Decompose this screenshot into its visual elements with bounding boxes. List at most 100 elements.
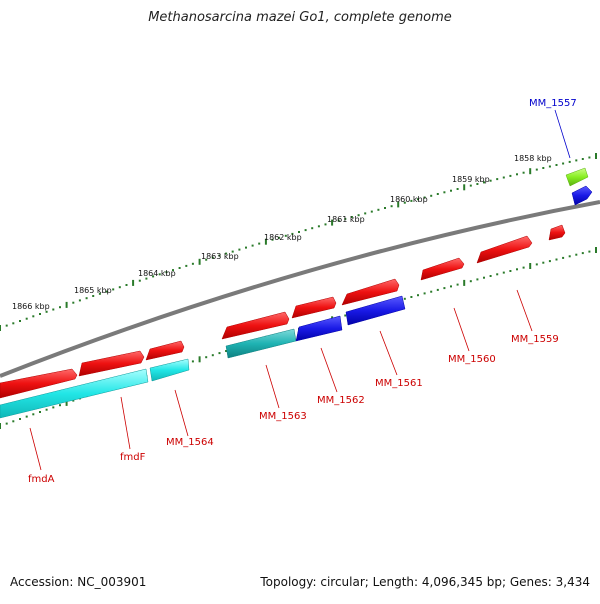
gene-arrow[interactable] [295,315,343,342]
minor-tick [32,315,35,318]
minor-tick [436,193,439,195]
minor-tick [32,413,35,416]
gene-labels: fmdA fmdF MM_1564 MM_1563 MM_1562 MM_156… [28,98,577,485]
gene-label-MM_1561[interactable]: MM_1561 [375,378,423,389]
genome-backbone [0,200,600,378]
minor-tick [483,276,485,279]
minor-tick [384,207,386,209]
minor-tick [25,415,28,418]
gene-arrow[interactable] [0,368,78,399]
minor-tick [317,225,320,228]
major-tick [65,399,68,406]
genome-summary-text: Topology: circular; Length: 4,096,345 bp… [260,575,590,589]
minor-tick [191,360,194,363]
major-tick [132,279,135,286]
minor-tick [469,184,472,187]
major-tick [397,201,400,208]
minor-tick [152,275,155,278]
minor-tick [92,295,95,297]
gene-arrow[interactable] [565,167,589,187]
gene-arrow[interactable] [145,340,185,361]
gene-arrow[interactable] [149,358,190,382]
minor-tick [476,183,479,185]
minor-tick [238,248,241,251]
minor-tick [218,254,221,257]
major-tick [595,247,597,253]
major-tick [463,184,466,191]
minor-tick [78,299,81,302]
major-tick [331,219,334,226]
gene-arrow[interactable] [345,295,406,326]
minor-tick [19,418,21,420]
minor-tick [403,297,406,300]
minor-tick [225,350,228,352]
minor-tick [118,286,121,289]
scale-label: 1863 kbp [201,252,239,261]
gene-label-MM_1557[interactable]: MM_1557 [529,98,577,109]
minor-tick [390,205,393,208]
minor-tick [562,256,565,259]
gene-label-MM_1562[interactable]: MM_1562 [317,395,365,406]
minor-tick [588,250,591,253]
minor-tick [450,285,452,288]
major-tick [0,423,1,429]
gene-label-MM_1560[interactable]: MM_1560 [448,354,496,365]
gene-arrow[interactable] [420,257,465,281]
minor-tick [450,189,452,192]
minor-tick [98,292,101,295]
gene-arrow[interactable] [221,311,290,340]
minor-tick [105,290,108,293]
minor-tick [138,279,141,282]
minor-tick [456,188,459,190]
minor-tick [502,271,505,274]
minor-tick [39,313,41,315]
minor-tick [231,250,234,253]
gene-arrow[interactable] [476,235,533,264]
minor-tick [581,252,584,255]
map-title: Methanosarcina mazei Go1, complete genom… [148,10,452,25]
gene-label-MM_1559[interactable]: MM_1559 [511,334,559,345]
minor-tick [291,232,294,235]
minor-tick [5,422,8,425]
minor-tick [568,160,571,163]
major-tick [463,279,466,286]
minor-tick [443,287,446,290]
gene-arrow[interactable] [571,185,593,206]
minor-tick [476,278,479,281]
minor-tick [324,223,327,226]
gene-label-MM_1563[interactable]: MM_1563 [259,411,307,422]
minor-tick [555,258,558,261]
minor-tick [489,275,492,277]
gene-arrow[interactable] [78,350,145,377]
scale-label: 1858 kbp [514,154,552,163]
gene-arrow[interactable] [548,224,566,241]
gene-label-fmdA[interactable]: fmdA [28,474,55,485]
minor-tick [535,263,538,266]
minor-tick [284,234,287,237]
minor-tick [85,297,88,300]
gene-arrow[interactable] [341,278,400,306]
minor-tick [568,255,571,258]
gene-arrow[interactable] [291,296,337,319]
minor-tick [417,198,419,201]
minor-tick [245,246,247,249]
major-tick [264,238,267,245]
gene-label-MM_1564[interactable]: MM_1564 [166,437,214,448]
minor-tick [403,201,406,204]
minor-tick [357,214,360,217]
minor-tick [172,269,174,272]
gene-label-fmdF[interactable]: fmdF [120,452,146,463]
minor-tick [165,271,168,274]
minor-tick [337,219,340,222]
major-tick [529,263,532,269]
minor-tick [410,296,413,298]
minor-tick [469,280,472,283]
minor-tick [509,270,512,272]
minor-tick [205,258,208,261]
minor-tick [509,174,512,177]
scale-label: 1859 kbp [452,175,490,184]
minor-tick [562,162,565,165]
gene-arrow[interactable] [0,368,149,419]
minor-tick [225,252,228,255]
minor-tick [496,273,499,276]
